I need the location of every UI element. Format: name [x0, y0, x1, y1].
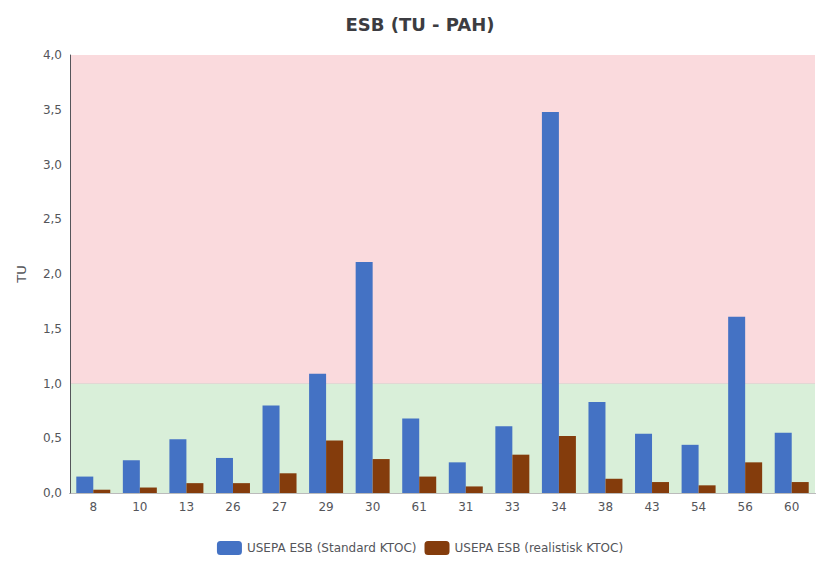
svg-text:8: 8 [89, 500, 97, 514]
svg-text:34: 34 [551, 500, 566, 514]
svg-text:2,5: 2,5 [43, 212, 62, 226]
svg-text:2,0: 2,0 [43, 267, 62, 281]
svg-text:54: 54 [691, 500, 706, 514]
svg-text:30: 30 [365, 500, 380, 514]
svg-text:13: 13 [179, 500, 194, 514]
svg-text:33: 33 [505, 500, 520, 514]
svg-text:38: 38 [598, 500, 613, 514]
svg-text:0,5: 0,5 [43, 431, 62, 445]
svg-text:0,0: 0,0 [43, 486, 62, 500]
svg-text:29: 29 [318, 500, 333, 514]
svg-text:56: 56 [738, 500, 753, 514]
svg-text:27: 27 [272, 500, 287, 514]
svg-text:31: 31 [458, 500, 473, 514]
svg-text:3,0: 3,0 [43, 158, 62, 172]
svg-text:1,5: 1,5 [43, 322, 62, 336]
svg-text:TU: TU [14, 265, 29, 283]
svg-text:USEPA ESB (realistisk KTOC): USEPA ESB (realistisk KTOC) [455, 541, 624, 555]
svg-text:4,0: 4,0 [43, 48, 62, 62]
svg-text:61: 61 [412, 500, 427, 514]
svg-text:3,5: 3,5 [43, 103, 62, 117]
svg-text:26: 26 [225, 500, 240, 514]
svg-text:1,0: 1,0 [43, 377, 62, 391]
svg-text:43: 43 [644, 500, 659, 514]
svg-text:USEPA ESB (Standard KTOC): USEPA ESB (Standard KTOC) [247, 541, 417, 555]
svg-text:10: 10 [132, 500, 147, 514]
svg-text:60: 60 [784, 500, 799, 514]
svg-text:ESB (TU - PAH): ESB (TU - PAH) [345, 14, 494, 35]
